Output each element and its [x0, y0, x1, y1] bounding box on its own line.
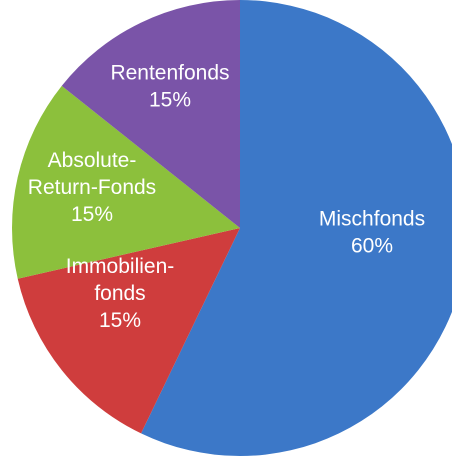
slice-name-line: Return-Fonds [28, 176, 156, 199]
slice-name-line: Mischfonds [319, 208, 425, 231]
pie-slice-rentenfonds [61, 0, 240, 228]
slice-name-line: Immobilien- [66, 255, 175, 278]
slice-label-mischfonds: Mischfonds 60% [319, 208, 425, 258]
slice-label-absolute-return-fonds: Absolute- Return-Fonds 15% [28, 149, 156, 226]
pie-labels: Mischfonds 60%Immobilien-fonds 15%Absolute… [28, 62, 425, 333]
slice-percent: 15% [99, 309, 141, 332]
slice-percent: 15% [149, 89, 191, 112]
pie-slice-absolute-return-fonds [12, 85, 241, 279]
slice-label-immobilien-fonds: Immobilien-fonds 15% [66, 255, 175, 332]
slice-name-line: fonds [94, 282, 145, 305]
pie-slice-mischfonds [141, 0, 452, 456]
slice-percent: 60% [351, 235, 393, 258]
slice-name-line: Absolute- [48, 149, 137, 172]
slice-label-rentenfonds: Rentenfonds 15% [110, 62, 229, 112]
pie-slice-immobilien-fonds [17, 228, 240, 434]
pie-slices [12, 0, 452, 456]
slice-name-line: Rentenfonds [110, 62, 229, 85]
slice-percent: 15% [71, 203, 113, 226]
